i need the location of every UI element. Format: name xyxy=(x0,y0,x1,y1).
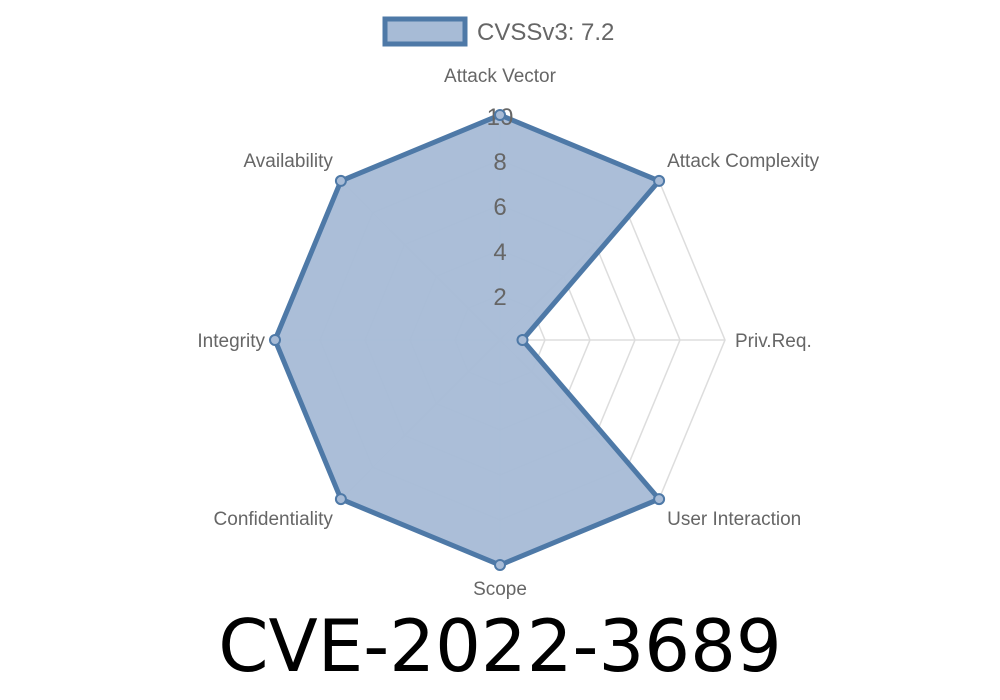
data-point xyxy=(269,334,281,346)
tick-label: 4 xyxy=(493,239,506,266)
data-point xyxy=(334,493,347,506)
data-point xyxy=(653,174,666,187)
axis-label: Attack Complexity xyxy=(667,151,820,172)
axis-label: Availability xyxy=(243,151,333,172)
tick-label: 8 xyxy=(493,149,506,176)
data-point xyxy=(334,174,347,187)
axis-label: Integrity xyxy=(197,331,265,352)
tick-label: 2 xyxy=(493,284,506,311)
data-point xyxy=(494,109,506,121)
axis-label: User Interaction xyxy=(667,509,801,530)
tick-label: 6 xyxy=(493,194,506,221)
legend-swatch xyxy=(382,16,468,47)
legend-label: CVSSv3: 7.2 xyxy=(477,19,614,46)
data-point xyxy=(494,559,506,571)
data-point xyxy=(516,334,529,346)
axis-label: Attack Vector xyxy=(444,66,557,87)
axis-label: Scope xyxy=(473,579,527,600)
axis-label: Priv.Req. xyxy=(735,331,812,352)
data-point xyxy=(653,493,666,506)
axis-label: Confidentiality xyxy=(214,509,334,530)
page-title: CVE-2022-3689 xyxy=(218,604,782,688)
